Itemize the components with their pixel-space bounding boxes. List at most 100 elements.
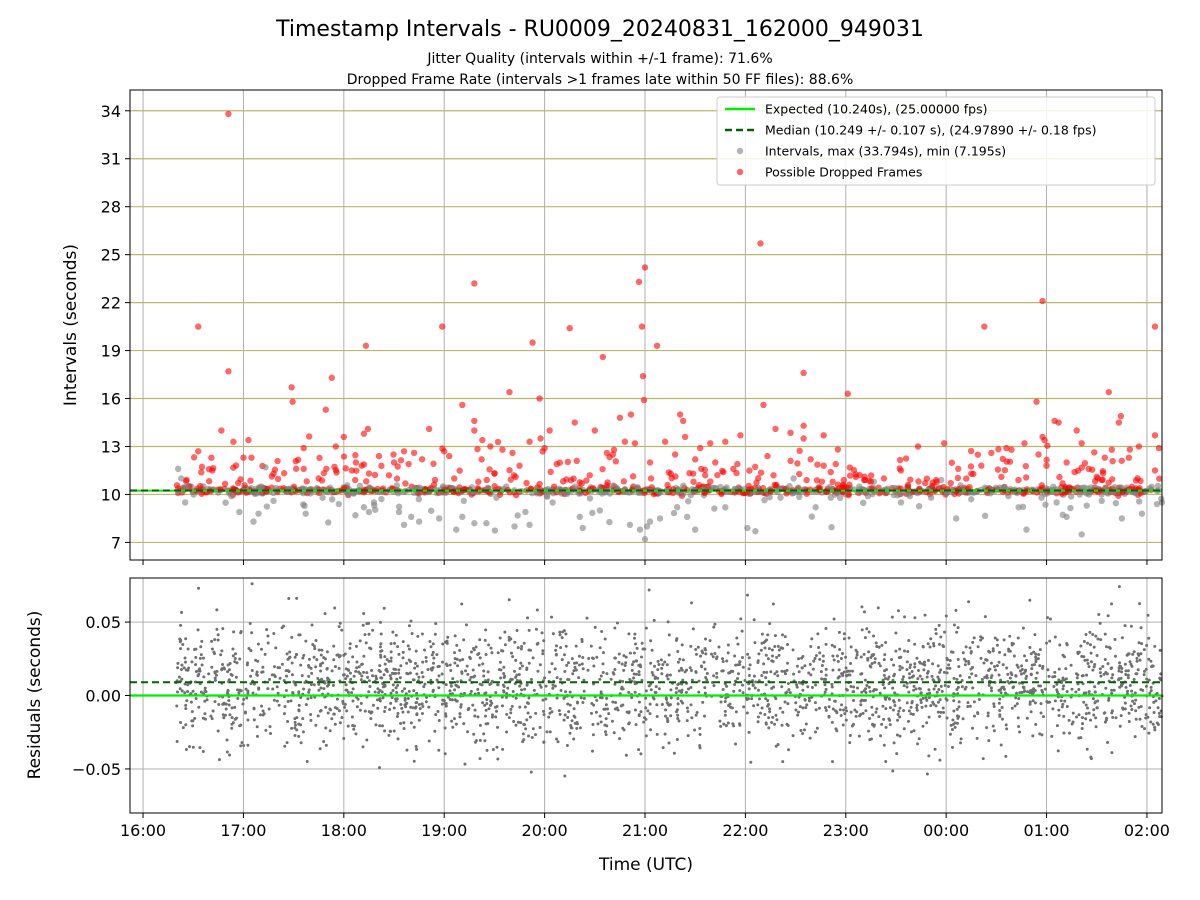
residual-point	[1101, 665, 1105, 669]
interval-point	[329, 496, 336, 503]
residual-point	[325, 650, 329, 654]
interval-point	[626, 521, 634, 529]
residual-point	[883, 677, 887, 681]
residual-point	[286, 699, 290, 703]
residual-point	[1014, 696, 1018, 700]
residual-point	[570, 657, 574, 661]
residual-point	[794, 708, 798, 712]
residual-point	[1117, 669, 1121, 673]
residual-point	[1097, 613, 1101, 617]
residual-point	[1113, 654, 1117, 658]
residual-point	[581, 667, 585, 671]
residual-point	[221, 662, 225, 666]
residual-point	[1156, 706, 1160, 710]
residual-point	[898, 734, 902, 738]
residual-point	[285, 652, 289, 656]
dropped-frame-point	[475, 478, 482, 485]
residual-point	[351, 655, 355, 659]
residual-point	[527, 661, 531, 665]
interval-point	[766, 493, 773, 501]
residual-point	[807, 696, 811, 700]
residual-point	[441, 642, 445, 646]
residual-point	[644, 696, 648, 700]
residual-point	[311, 643, 315, 647]
residual-point	[519, 647, 523, 651]
residual-point	[1140, 724, 1144, 728]
residual-point	[293, 726, 297, 730]
residual-point	[182, 666, 186, 670]
residual-point	[525, 718, 529, 722]
residual-point	[250, 631, 254, 635]
residual-point	[374, 674, 378, 678]
residual-point	[951, 718, 955, 722]
interval-point	[752, 528, 759, 535]
residual-point	[921, 662, 925, 666]
residual-point	[491, 747, 495, 751]
dropped-frame-point	[948, 459, 956, 466]
residual-point	[632, 676, 636, 680]
residual-point	[999, 743, 1003, 747]
legend-box	[716, 96, 1156, 186]
residual-point	[1146, 613, 1150, 617]
interval-point	[641, 536, 649, 543]
residual-point	[505, 692, 509, 696]
residual-point	[374, 723, 378, 727]
residual-point	[910, 670, 914, 674]
residual-point	[922, 668, 926, 672]
residual-point	[765, 638, 769, 642]
residual-point	[505, 730, 509, 734]
residual-point	[868, 717, 872, 721]
residual-point	[832, 617, 836, 621]
residual-point	[644, 734, 648, 738]
residual-point	[964, 645, 968, 649]
residual-point	[710, 652, 714, 656]
residual-point	[503, 643, 507, 647]
residual-point	[992, 704, 996, 708]
dropped-frame-point	[541, 444, 548, 452]
residual-point	[648, 702, 652, 706]
residual-point	[942, 670, 946, 674]
residual-point	[1018, 730, 1022, 734]
residual-point	[898, 668, 902, 672]
residual-point	[343, 702, 347, 706]
residual-point	[394, 699, 398, 703]
residual-point	[288, 650, 292, 654]
residual-point	[286, 720, 290, 724]
residual-point	[969, 649, 973, 653]
residual-point	[536, 669, 540, 673]
dropped-frame-point	[932, 476, 940, 484]
residual-point	[999, 678, 1003, 682]
residual-point	[907, 639, 911, 643]
residual-point	[762, 641, 766, 645]
residual-point	[628, 651, 632, 655]
residual-point	[1075, 715, 1079, 719]
residual-point	[373, 690, 377, 694]
residual-point	[514, 723, 518, 727]
residual-point	[813, 657, 817, 661]
residual-point	[450, 698, 454, 702]
residual-point	[590, 711, 594, 715]
residual-point	[275, 699, 279, 703]
residual-point	[370, 710, 374, 714]
dropped-frame-point	[483, 476, 490, 484]
residual-point	[712, 684, 716, 688]
dropped-frame-point	[1008, 446, 1015, 453]
residual-point	[297, 690, 301, 694]
residual-point	[290, 661, 294, 665]
residual-point	[197, 669, 201, 673]
residual-point	[1065, 643, 1069, 647]
residual-point	[390, 696, 394, 700]
residual-point	[998, 650, 1002, 654]
dropped-frame-point	[1155, 444, 1163, 452]
residual-point	[351, 687, 355, 691]
residual-point	[768, 710, 772, 714]
dropped-frame-point	[737, 432, 744, 439]
residual-point	[776, 674, 780, 678]
residual-point	[882, 743, 886, 747]
residual-point	[882, 658, 886, 662]
bottom-xtick-label: 21:00	[622, 821, 668, 840]
dropped-frame-point	[342, 465, 349, 472]
residual-point	[985, 726, 989, 730]
residual-point	[780, 723, 784, 727]
residual-point	[1123, 701, 1127, 705]
